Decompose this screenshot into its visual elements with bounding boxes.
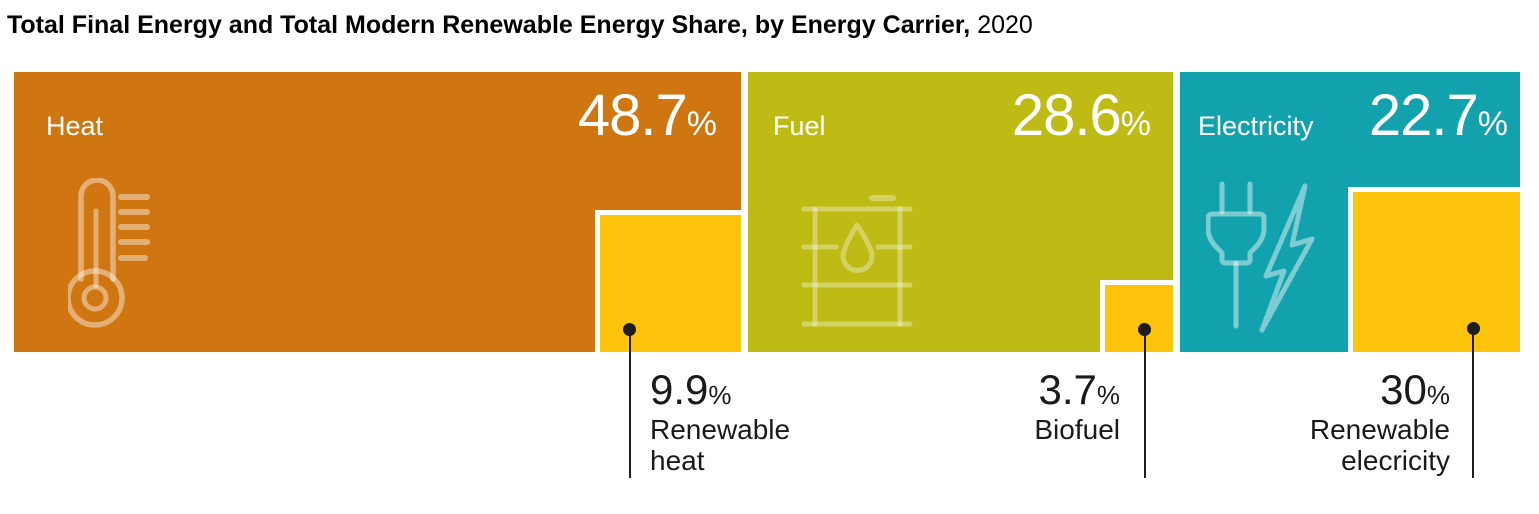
- thermometer-icon: [68, 178, 150, 328]
- subblock-renewable-electricity: [1348, 187, 1520, 352]
- title-year: 2020: [977, 11, 1033, 39]
- callout-dot-renewable-electricity: [1467, 322, 1480, 335]
- lightning-icon: [1259, 183, 1315, 333]
- block-heat: Heat 48.7%: [14, 72, 741, 352]
- renewable-electricity-text-line1: Renewable: [1309, 414, 1450, 446]
- block-fuel-label: Fuel: [773, 111, 826, 141]
- block-fuel-header: Fuel 28.6%: [748, 72, 1173, 147]
- biofuel-value: 3.7%: [1038, 366, 1120, 413]
- biofuel-text-line1: Biofuel: [1034, 414, 1120, 446]
- block-heat-label: Heat: [46, 111, 104, 141]
- plug-lightning-icon: [1206, 181, 1315, 333]
- block-fuel: Fuel 28.6%: [748, 72, 1173, 352]
- page-title: Total Final Energy and Total Modern Rene…: [7, 10, 1033, 40]
- block-electricity-value: 22.7%: [1368, 83, 1508, 148]
- subblock-biofuel: [1100, 280, 1173, 352]
- callout-label-biofuel: 3.7% Biofuel: [1034, 366, 1120, 445]
- subblock-renewable-heat: [595, 210, 741, 352]
- callout-label-renewable-electricity: 30% Renewable elecricity: [1310, 366, 1450, 476]
- block-heat-header: Heat 48.7%: [14, 72, 741, 147]
- oil-barrel-icon: [801, 195, 913, 327]
- block-electricity-header: Electricity 22.7%: [1180, 72, 1520, 147]
- block-fuel-value: 28.6%: [1011, 83, 1151, 148]
- renewable-electricity-value: 30%: [1380, 366, 1450, 413]
- block-electricity-label: Electricity: [1198, 111, 1314, 141]
- callout-line-renewable-electricity: [1472, 332, 1474, 478]
- block-heat-value: 48.7%: [577, 83, 717, 148]
- renewable-electricity-text-line2: elecricity: [1341, 445, 1450, 477]
- renewable-heat-text-line1: Renewable: [650, 414, 791, 446]
- plug-icon: [1206, 181, 1267, 329]
- callout-dot-renewable-heat: [623, 323, 636, 336]
- renewable-heat-value: 9.9%: [650, 366, 732, 413]
- title-main: Total Final Energy and Total Modern Rene…: [7, 11, 971, 39]
- callout-label-renewable-heat: 9.9% Renewable heat: [650, 366, 790, 476]
- callout-line-biofuel: [1144, 332, 1146, 478]
- renewable-heat-text-line2: heat: [650, 445, 705, 477]
- block-electricity: Electricity 22.7%: [1180, 72, 1520, 352]
- callout-line-renewable-heat: [629, 332, 631, 478]
- callout-dot-biofuel: [1138, 323, 1151, 336]
